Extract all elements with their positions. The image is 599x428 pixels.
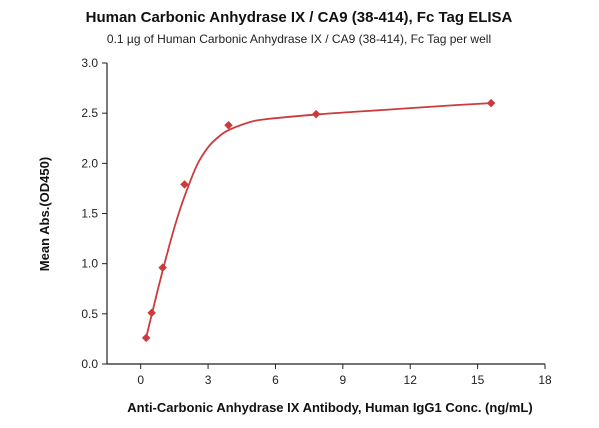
data-point-diamond [224, 120, 233, 130]
axes: 0 3 6 9 12 15 18 0.0 0.5 1.0 1.5 2.0 2.5 3.0 [81, 56, 552, 387]
chart-subtitle: 0.1 µg of Human Carbonic Anhydrase IX / … [107, 32, 491, 46]
x-tick-label: 18 [538, 373, 552, 387]
x-tick-label: 15 [471, 373, 485, 387]
x-tick-label: 3 [205, 373, 212, 387]
data-point-diamond [311, 109, 321, 119]
fit-curve-line [145, 102, 492, 338]
y-tick-label: 1.0 [81, 257, 98, 271]
y-tick-label: 3.0 [81, 56, 98, 70]
y-tick-label: 2.5 [81, 106, 98, 120]
data-point-diamond [147, 308, 157, 318]
x-tick-label: 9 [340, 373, 347, 387]
x-tick-label: 0 [137, 373, 144, 387]
data-point-diamond [180, 180, 189, 189]
y-axis-label: Mean Abs.(OD450) [37, 157, 52, 271]
y-tick-label: 0.0 [81, 357, 98, 371]
x-axis-label: Anti-Carbonic Anhydrase IX Antibody, Hum… [127, 400, 532, 415]
x-tick-label: 12 [404, 373, 418, 387]
chart-title: Human Carbonic Anhydrase IX / CA9 (38-41… [86, 9, 513, 26]
y-tick-label: 1.5 [81, 207, 98, 221]
data-point-diamond [141, 333, 151, 343]
x-tick-label: 6 [272, 373, 279, 387]
data-points-layer [141, 98, 496, 343]
data-point-diamond [486, 98, 496, 108]
data-point-diamond [158, 263, 167, 273]
fit-curve-layer [145, 102, 492, 338]
y-tick-label: 2.0 [81, 156, 98, 170]
y-tick-label: 0.5 [81, 307, 98, 321]
